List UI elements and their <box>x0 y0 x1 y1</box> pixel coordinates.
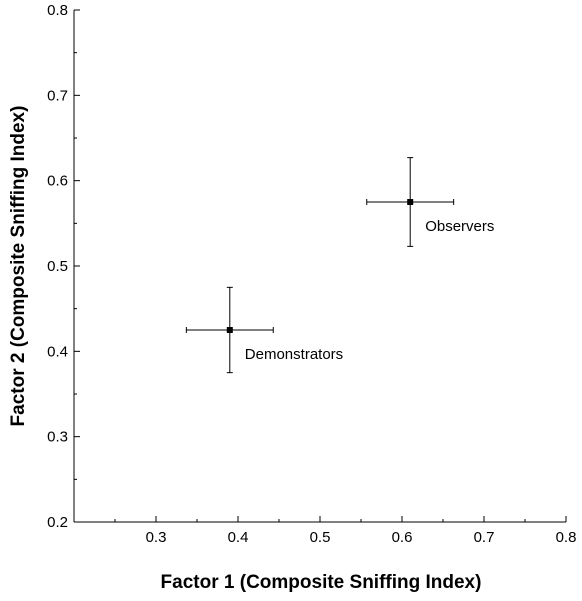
x-ticks: 0.3 0.4 0.5 0.6 0.7 0.8 <box>114 516 577 546</box>
y-tick-label: 0.3 <box>47 429 68 446</box>
data-points: Demonstrators Observers <box>185 157 494 374</box>
x-tick-label: 0.7 <box>474 529 495 546</box>
point-label: Demonstrators <box>245 346 343 363</box>
y-axis-title: Factor 2 (Composite Sniffing Index) <box>8 106 29 427</box>
x-tick-label: 0.3 <box>146 529 167 546</box>
x-tick-label: 0.5 <box>310 529 331 546</box>
y-tick-label: 0.7 <box>47 87 68 104</box>
x-axis-title: Factor 1 (Composite Sniffing Index) <box>161 572 482 593</box>
x-tick-label: 0.6 <box>392 529 413 546</box>
x-tick-label: 0.8 <box>556 529 577 546</box>
y-tick-label: 0.2 <box>47 514 68 531</box>
axes <box>73 10 566 523</box>
x-tick-label: 0.4 <box>228 529 249 546</box>
y-ticks: 0.2 0.3 0.4 0.5 0.6 0.7 0.8 <box>47 2 80 531</box>
point-label: Observers <box>425 218 494 235</box>
data-point-observers: Observers <box>366 157 494 247</box>
data-point-demonstrators: Demonstrators <box>185 286 343 374</box>
point-marker <box>407 199 414 205</box>
y-tick-label: 0.6 <box>47 173 68 190</box>
y-tick-label: 0.5 <box>47 258 68 275</box>
y-tick-label: 0.8 <box>47 2 68 19</box>
y-tick-label: 0.4 <box>47 343 68 360</box>
point-marker <box>226 327 233 333</box>
